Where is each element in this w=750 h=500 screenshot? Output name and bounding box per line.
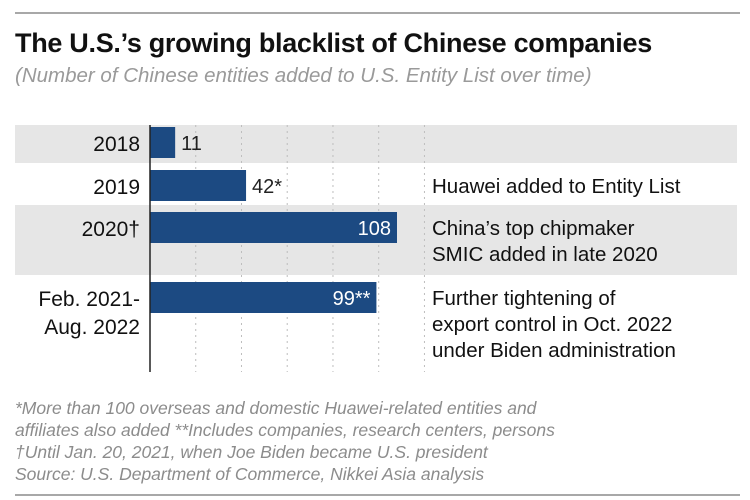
category-label: 2018 [93,133,140,156]
source-note: Source: U.S. Department of Commerce, Nik… [15,464,485,484]
chart-title: The U.S.’s growing blacklist of Chinese … [15,28,652,58]
bar [150,282,377,313]
data-label: 11 [181,133,202,155]
bar [150,212,397,243]
bar [150,127,176,158]
data-label: 108 [358,218,391,240]
data-label: 42* [252,176,282,198]
bottom-rule [15,494,740,496]
category-label: Aug. 2022 [44,316,140,339]
annotation: Further tightening of [432,287,616,310]
row-band [15,125,737,163]
annotation: SMIC added in late 2020 [432,243,658,266]
annotation: China’s top chipmaker [432,217,635,240]
annotation: Huawei added to Entity List [432,175,681,198]
category-label: Feb. 2021- [38,288,140,311]
top-rule [15,12,740,14]
data-label: 99** [333,288,371,310]
footnote-1: *More than 100 overseas and domestic Hua… [15,398,537,418]
category-label: 2019 [93,176,140,199]
footnote-3: †Until Jan. 20, 2021, when Joe Biden bec… [15,442,488,462]
bar [150,170,247,201]
footnote-2: affiliates also added **Includes compani… [15,420,555,440]
chart-subtitle: (Number of Chinese entities added to U.S… [15,64,592,87]
annotation: export control in Oct. 2022 [432,313,672,336]
annotation: under Biden administration [432,339,676,362]
category-label: 2020† [82,218,140,241]
